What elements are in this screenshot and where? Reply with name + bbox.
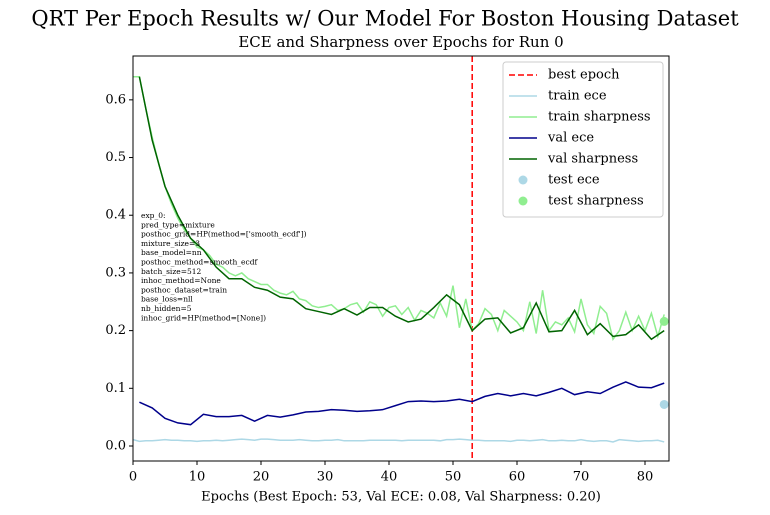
annotation-line: exp_0: <box>141 211 166 220</box>
legend-marker <box>518 175 528 185</box>
series-line <box>139 381 665 426</box>
annotation-line: nb_hidden=5 <box>141 304 192 313</box>
legend-label: train sharpness <box>548 110 651 125</box>
legend-label: best epoch <box>548 68 620 83</box>
y-tick-label: 0.6 <box>105 92 126 107</box>
annotation-line: inhoc_method=None <box>141 276 221 285</box>
x-tick-label: 80 <box>637 470 654 485</box>
annotation-line: posthoc_dataset=train <box>141 285 227 294</box>
scatter-point <box>659 399 669 409</box>
annotation-line: inhoc_grid=HP(method=[None]) <box>141 313 266 322</box>
x-tick-label: 30 <box>317 470 334 485</box>
scatter-point <box>659 316 669 326</box>
chart-title: ECE and Sharpness over Epochs for Run 0 <box>238 33 563 51</box>
series-line <box>138 76 665 341</box>
x-tick-label: 20 <box>253 470 270 485</box>
x-tick-label: 10 <box>189 470 206 485</box>
annotation-line: pred_type=mixture <box>141 220 215 229</box>
legend-label: test ece <box>548 173 600 188</box>
x-tick-label: 0 <box>129 470 137 485</box>
annotation-line: posthoc_grid=HP(method=['smooth_ecdf']) <box>141 230 307 239</box>
legend-label: val sharpness <box>547 152 638 167</box>
axes-frame <box>132 55 670 462</box>
legend-label: val ece <box>547 131 594 146</box>
x-tick-label: 60 <box>509 470 526 485</box>
y-tick-label: 0.0 <box>105 439 126 454</box>
x-tick-label: 50 <box>445 470 462 485</box>
legend-label: test sharpness <box>548 194 644 209</box>
y-tick-label: 0.1 <box>105 381 126 396</box>
plot-area <box>133 56 669 461</box>
series-line <box>133 76 665 341</box>
annotation-line: batch_size=512 <box>141 267 202 276</box>
suptitle: QRT Per Epoch Results w/ Our Model For B… <box>31 7 739 31</box>
annotation-line: base_model=nn <box>141 248 202 257</box>
x-tick-label: 70 <box>573 470 590 485</box>
legend-marker <box>518 196 528 206</box>
series-line <box>133 438 665 443</box>
x-axis-label: Epochs (Best Epoch: 53, Val ECE: 0.08, V… <box>201 490 601 505</box>
legend-box <box>502 61 664 218</box>
y-tick-label: 0.5 <box>105 150 126 165</box>
legend-label: train ece <box>548 89 607 104</box>
annotation-line: posthoc_method=smooth_ecdf <box>141 258 258 267</box>
x-tick-label: 40 <box>381 470 398 485</box>
y-tick-label: 0.4 <box>105 208 126 223</box>
annotation-line: base_loss=nll <box>141 295 193 304</box>
y-tick-label: 0.3 <box>105 265 126 280</box>
y-tick-label: 0.2 <box>105 323 126 338</box>
annotation-line: mixture_size=3 <box>141 239 200 248</box>
